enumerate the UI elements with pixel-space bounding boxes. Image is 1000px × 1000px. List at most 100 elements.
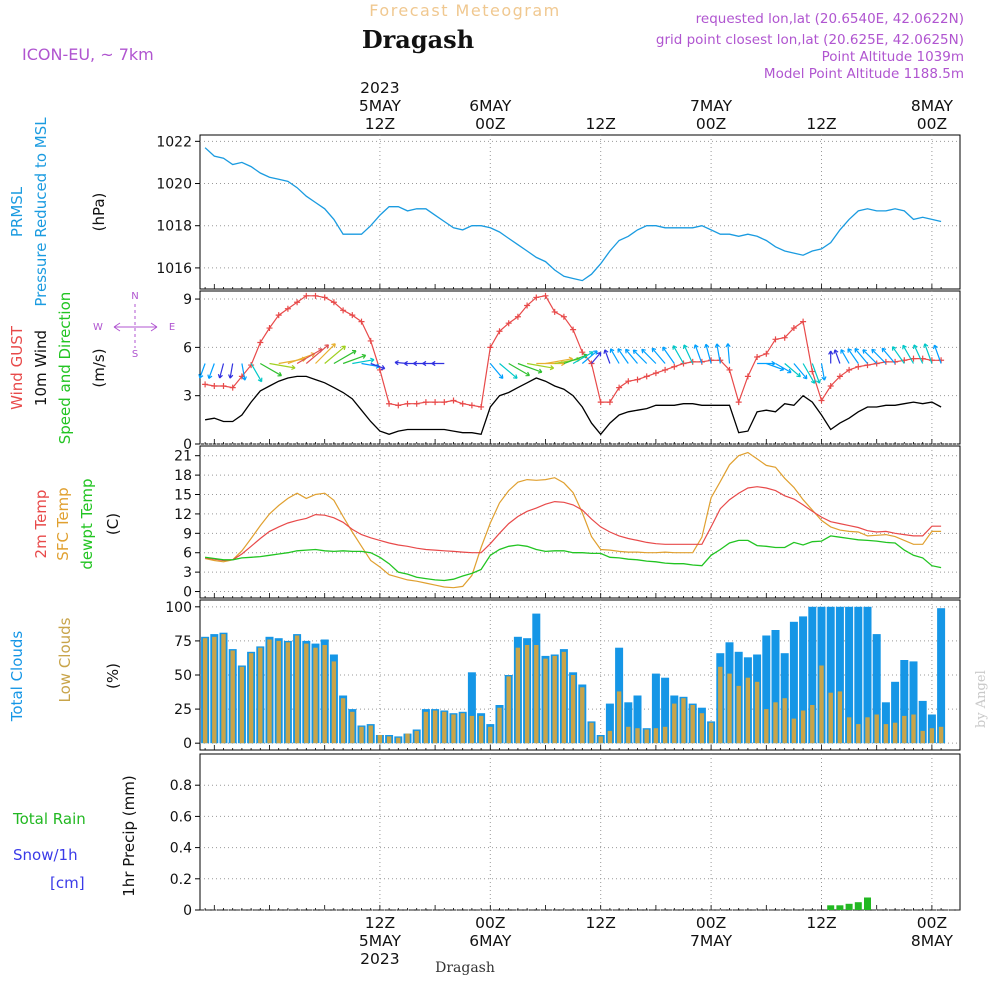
compass-n: N [131, 291, 138, 302]
total-cloud-bar [872, 634, 881, 744]
gust-marker [616, 384, 623, 391]
y-tick-label: 6 [183, 546, 192, 562]
gust-marker [441, 399, 448, 406]
wind-arrow [847, 348, 859, 364]
label-total-clouds: Total Clouds [8, 631, 26, 723]
gust-marker [754, 354, 761, 361]
low-cloud-bar [460, 713, 465, 744]
wind-arrow [526, 362, 555, 371]
gust-marker [478, 403, 485, 410]
wind-arrow [891, 346, 905, 364]
wind-arrow [591, 351, 602, 364]
low-cloud-bar [754, 681, 760, 744]
total-cloud-bar [771, 630, 780, 744]
low-cloud-bar [258, 647, 263, 744]
wind-arrow [260, 362, 283, 377]
wind-arrow [228, 363, 234, 379]
label-total-rain: Total Rain [12, 810, 86, 828]
panel-temperature: 0 3 6 9 12 15 18 21 [174, 445, 961, 601]
label-low-clouds: Low Clouds [56, 617, 74, 702]
y-tick-label: 0.8 [170, 778, 192, 794]
gust-marker [625, 378, 632, 385]
wind-arrow [287, 352, 316, 365]
total-cloud-bar [854, 606, 863, 744]
rain-bar [836, 905, 844, 910]
top-time-label: 2023 [360, 79, 399, 97]
wind-arrow [923, 343, 933, 364]
top-time-label: 12Z [365, 115, 395, 133]
low-cloud-bar [202, 638, 208, 744]
low-cloud-bar [736, 685, 741, 744]
low-cloud-bar [837, 691, 843, 744]
bottom-time-label: 00Z [475, 914, 505, 932]
gust-marker [689, 358, 696, 365]
bottom-time-label: 7MAY [690, 932, 733, 950]
wind-arrow [241, 363, 247, 381]
info-line: Model Point Altitude 1188.5m [764, 66, 964, 82]
panel-wind: 0 3 6 9 [183, 290, 961, 453]
y-tick-label: 1022 [156, 134, 192, 150]
wind-arrow [912, 344, 924, 364]
low-cloud-bar [920, 730, 925, 744]
bottom-time-label: 00Z [696, 914, 726, 932]
label-2m: 2m Temp [32, 490, 50, 559]
low-cloud-bar [883, 724, 889, 744]
wind-arrow [881, 347, 896, 364]
wind-arrow [793, 363, 808, 380]
total-cloud-bar [918, 700, 927, 744]
low-cloud-bar [598, 736, 603, 744]
total-cloud-bar [845, 606, 854, 744]
gust-marker [790, 325, 797, 332]
gust-marker [376, 366, 383, 373]
gust-marker [496, 328, 503, 335]
low-cloud-bar [497, 707, 502, 744]
wind-arrow [641, 348, 657, 364]
gust-marker [321, 294, 328, 301]
low-cloud-bar [580, 687, 585, 744]
gust-marker [294, 299, 301, 306]
gust-marker [248, 362, 255, 369]
low-cloud-bar [248, 653, 254, 744]
low-cloud-bar [230, 650, 235, 744]
gust-marker [836, 373, 843, 380]
low-cloud-bar [828, 692, 833, 744]
compass-arrowheads [113, 322, 158, 332]
gust-marker [772, 336, 779, 343]
low-cloud-bar [478, 715, 484, 744]
wind-arrow [342, 353, 367, 365]
y-tick-label: 0 [183, 736, 192, 752]
bottom-time-label: 5MAY [359, 932, 402, 950]
low-cloud-bar [653, 728, 659, 744]
y-tick-label: 75 [174, 634, 192, 650]
gust-marker [671, 363, 678, 370]
wind-arrow [932, 344, 942, 364]
label-direction: Speed and Direction [56, 292, 74, 445]
y-tick-label: 0.6 [170, 809, 192, 825]
low-cloud-bar [212, 636, 217, 744]
dewpt-line [205, 535, 942, 582]
y-tick-label: 21 [174, 449, 192, 465]
top-time-label: 00Z [475, 115, 505, 133]
precip-bars [200, 897, 960, 911]
low-cloud-bar [561, 651, 567, 744]
wind-arrow [581, 350, 598, 364]
gust-marker [809, 368, 816, 375]
low-cloud-bar [764, 709, 769, 744]
gust-marker [284, 305, 291, 312]
low-cloud-bar [442, 711, 447, 744]
wind-arrow [902, 344, 915, 364]
label-sfc: SFC Temp [54, 487, 72, 560]
low-cloud-bar [432, 710, 438, 744]
low-cloud-bar [534, 645, 539, 744]
gust-marker [386, 400, 393, 407]
y-tick-label: 3 [183, 565, 192, 581]
gust-marker [450, 397, 457, 404]
gust-marker [468, 402, 475, 409]
location-title: Dragash [362, 25, 474, 54]
wind-arrow [324, 345, 346, 364]
top-time-label: 00Z [696, 115, 726, 133]
pressure-series [204, 147, 942, 282]
compass-s: S [132, 349, 138, 360]
low-cloud-bar [846, 717, 852, 744]
y-tick-label: 0 [183, 585, 192, 601]
